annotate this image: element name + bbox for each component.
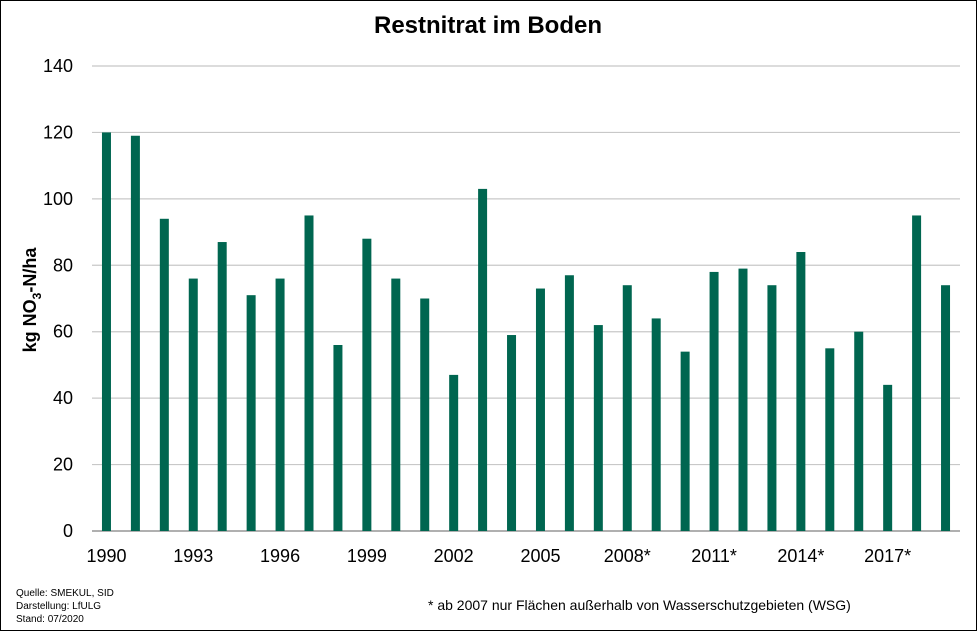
y-tick-label: 0 (63, 521, 73, 541)
bar-2004 (507, 335, 517, 531)
bar-2005 (535, 288, 545, 531)
y-axis-label-rest: -N/ha (20, 247, 40, 293)
x-tick-label: 1990 (86, 546, 126, 566)
bar-1998 (333, 345, 343, 531)
bar-1999 (362, 238, 372, 531)
bar-2006 (564, 275, 574, 531)
y-tick-label: 100 (43, 189, 73, 209)
bar-2012 (738, 268, 748, 531)
bar-1990 (101, 132, 111, 531)
date-line: Stand: 07/2020 (16, 614, 84, 625)
bar-1995 (246, 295, 256, 531)
x-tick-label: 2002 (434, 546, 474, 566)
x-tick-label: 2011* (691, 546, 737, 566)
x-tick-label: 1996 (260, 546, 300, 566)
y-tick-label: 80 (53, 255, 73, 275)
bar-2019 (941, 285, 951, 531)
y-tick-label: 140 (43, 56, 73, 76)
bar-2017 (883, 384, 893, 531)
credit-line: Darstellung: LfULG (16, 601, 101, 612)
chart-title: Restnitrat im Boden (374, 12, 602, 39)
gridlines (92, 65, 960, 532)
bar-2011 (709, 271, 719, 531)
bar-1991 (130, 135, 140, 531)
y-tick-label: 120 (43, 122, 73, 142)
bar-2002 (449, 374, 459, 531)
bar-2010 (680, 351, 690, 531)
y-axis-label-subscript: 3 (30, 292, 44, 299)
y-tick-label: 20 (53, 455, 73, 475)
source-line: Quelle: SMEKUL, SID (16, 588, 114, 599)
bar-1997 (304, 215, 314, 531)
bar-2001 (420, 298, 430, 531)
y-axis-ticks: 0 20 40 60 80 100 120 140 (43, 56, 73, 541)
bar-2000 (391, 278, 401, 531)
bar-2013 (767, 285, 777, 531)
y-tick-label: 60 (53, 322, 73, 342)
y-axis-label-main: kg NO (20, 299, 40, 352)
bar-1992 (159, 218, 169, 532)
x-tick-label: 2005 (520, 546, 560, 566)
bar-2016 (854, 331, 864, 531)
footnote: * ab 2007 nur Flächen außerhalb von Wass… (428, 597, 851, 613)
bar-2014 (796, 252, 806, 531)
bar-2009 (651, 318, 661, 531)
bar-1996 (275, 278, 285, 531)
x-tick-label: 2014* (777, 546, 824, 566)
x-tick-label: 2008* (604, 546, 651, 566)
x-tick-label: 1993 (173, 546, 213, 566)
x-tick-label: 1999 (347, 546, 387, 566)
bar-1993 (188, 278, 198, 531)
y-axis-label: kg NO3-N/ha (20, 247, 44, 353)
bar-2007 (593, 325, 603, 531)
bar-2003 (478, 188, 488, 531)
x-tick-label: 2017* (864, 546, 911, 566)
bars (101, 132, 951, 532)
x-axis-ticks: 1990 1993 1996 1999 2002 2005 2008* 2011* 2014* 2… (86, 546, 911, 566)
bar-2015 (825, 348, 835, 531)
bar-2018 (912, 215, 922, 531)
bar-2008 (622, 285, 632, 531)
y-tick-label: 40 (53, 388, 73, 408)
bar-1994 (217, 242, 227, 532)
